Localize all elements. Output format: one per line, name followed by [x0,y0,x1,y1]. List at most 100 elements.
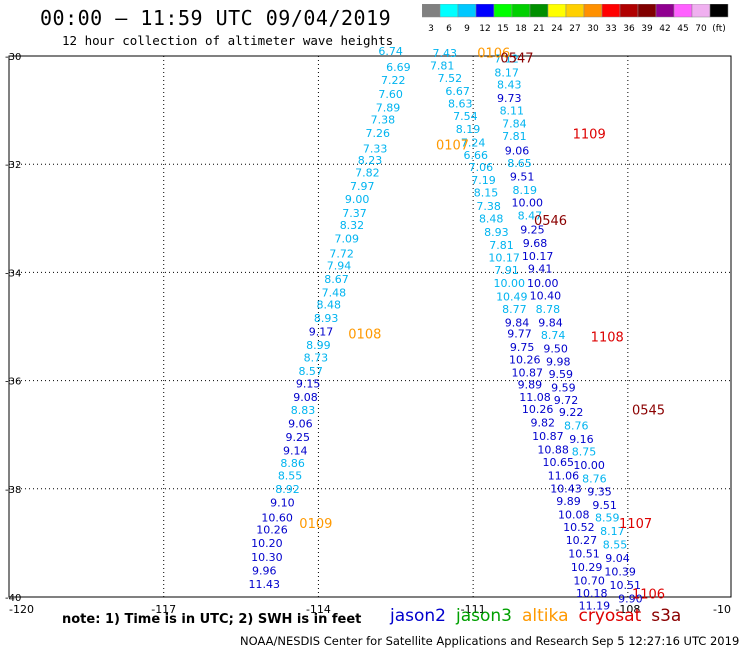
swh-value: 11.19 [579,599,611,612]
pass-time-label: 0109 [299,517,332,532]
x-tick-label: -117 [151,603,176,616]
plot-frame [8,55,732,598]
x-tick-label: -111 [461,603,486,616]
pass-time-label: 0545 [632,403,665,418]
swh-value: 9.35 [587,485,612,498]
swh-value: 9.84 [505,317,530,330]
swh-value: 8.83 [291,404,316,417]
swh-value: 9.68 [523,237,548,250]
swh-value: 9.77 [507,327,532,340]
legend-item-jason3: jason3 [456,606,512,626]
swh-value: 8.65 [507,157,532,170]
footer-credit: NOAA/NESDIS Center for Satellite Applica… [240,634,740,648]
pass-time-label: 1109 [573,127,606,142]
swh-value: 7.72 [329,247,354,260]
color-scale-label: 18 [515,24,527,34]
swh-value: 7.81 [489,239,514,252]
legend-item-altika: altika [522,606,569,626]
swh-value: 10.00 [573,459,605,472]
color-swatch [709,4,729,18]
swh-value: 8.15 [474,187,499,200]
swh-value: 10.43 [550,483,582,496]
swh-value: 7.22 [381,74,406,87]
swh-value: 9.16 [569,433,594,446]
pass-time-label: 0546 [534,214,567,229]
swh-value: 9.08 [293,391,318,404]
swh-value: 8.93 [484,226,509,239]
swh-value: 9.75 [510,341,535,354]
swh-value: 8.11 [500,104,525,117]
color-scale-label: (ft) [712,24,726,34]
swh-value: 9.06 [288,418,313,431]
swh-value: 10.20 [251,537,283,550]
swh-value: 10.40 [530,289,562,302]
swh-value: 7.94 [327,260,352,273]
x-tick-label: -10 [713,603,731,616]
color-scale-label: 45 [677,24,688,34]
swh-value: 8.48 [316,299,341,312]
swh-value: 8.93 [314,312,339,325]
swh-value: 10.29 [571,561,603,574]
swh-value: 8.19 [512,184,537,197]
swh-value: 7.37 [342,207,367,220]
swh-value: 10.70 [573,575,605,588]
chart-subtitle: 12 hour collection of altimeter wave hei… [62,33,394,48]
swh-value: 8.77 [502,303,527,316]
swh-value: 9.89 [518,379,543,392]
swh-value: 8.17 [600,525,625,538]
color-scale-legend: 3 6 9 12 15 18 21 24 27 30 33 36 39 42 45 70 (ft) [422,4,729,34]
swh-value: 7.48 [322,287,347,300]
legend-item-s3a: s3a [651,606,682,626]
swh-value: 10.27 [566,534,598,547]
chart-title: 00:00 – 11:59 UTC 09/04/2019 [40,6,392,30]
y-tick-label: -40 [5,593,21,604]
swh-value: 9.96 [252,564,277,577]
swh-value: 9.59 [549,368,574,381]
swh-value: 8.59 [595,511,620,524]
swh-value: 9.84 [538,317,563,330]
swh-value: 10.51 [610,579,642,592]
swh-value: 9.17 [309,326,334,339]
swh-value: 10.00 [527,277,559,290]
swh-value: 10.08 [558,509,590,522]
legend-item-cryosat: cryosat [578,606,642,626]
swh-value: 7.06 [469,161,494,174]
swh-value: 7.09 [335,233,360,246]
swh-value: 9.82 [531,417,556,430]
swh-value: 8.75 [572,445,597,458]
swh-value: 10.87 [532,430,564,443]
swh-value: 9.15 [296,378,321,391]
series-legend: jason2 jason3 altika cryosat s3a [390,606,691,626]
color-scale-label: 21 [533,24,544,34]
swh-value: 10.30 [251,551,283,564]
swh-value: 9.00 [345,193,370,206]
swh-value: 9.90 [618,592,643,605]
swh-value: 9.25 [520,223,545,236]
swh-value: 8.57 [298,365,323,378]
swh-value: 8.74 [541,329,566,342]
swh-value: 7.91 [494,264,519,277]
swh-value: 7.38 [371,114,396,127]
swh-value: 10.17 [522,250,554,263]
swh-value: 11.08 [519,391,551,404]
swh-value: 7.38 [476,200,501,213]
swh-value: 8.99 [306,339,331,352]
swh-value: 7.81 [502,130,527,143]
swh-value: 7.52 [438,72,463,85]
swh-value: 10.60 [261,511,293,524]
swh-value: 11.43 [249,578,281,591]
swh-value: 9.14 [283,445,308,458]
swh-value: 9.06 [505,144,530,157]
color-scale-label: 15 [497,24,508,34]
y-tick-label: -32 [5,160,21,171]
swh-value: 10.00 [512,196,544,209]
swh-value: 6.66 [463,149,488,162]
swh-value: 7.54 [453,110,478,123]
swh-value: 9.50 [543,342,568,355]
pass-time-label: 0547 [500,52,533,67]
swh-value: 7.12 [494,52,519,65]
swh-value: 9.10 [270,497,295,510]
swh-value: 11.06 [548,470,580,483]
swh-value: 7.81 [430,60,455,73]
color-scale-label: 39 [641,24,653,34]
